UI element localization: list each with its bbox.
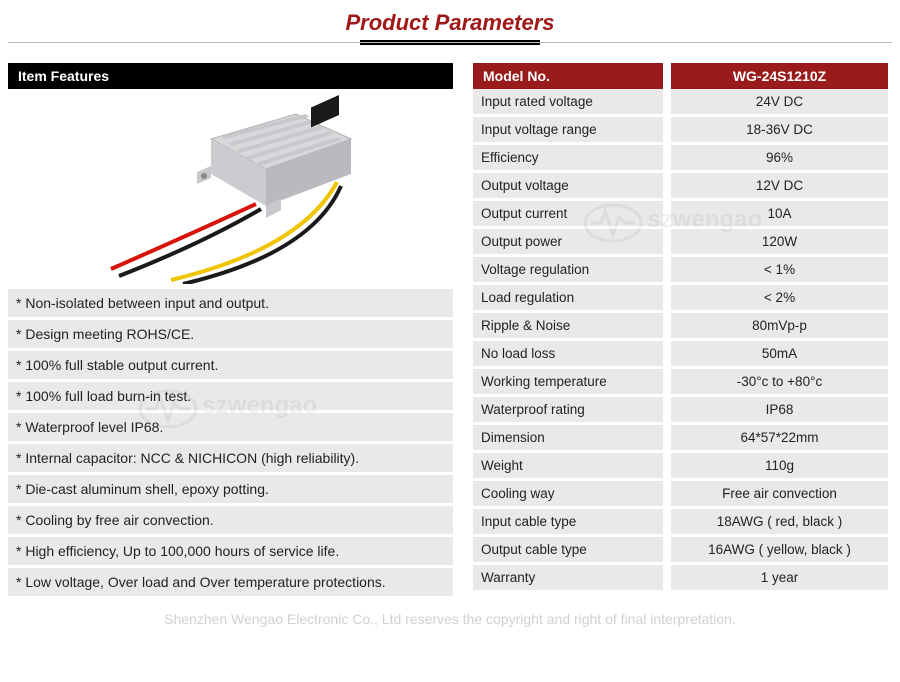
specs-column: szwengao Model No. Input rated voltage In… [473, 63, 888, 599]
spec-value: -30°c to +80°c [671, 369, 888, 394]
title-section: Product Parameters [8, 10, 892, 43]
page-root: Product Parameters Item Features [0, 10, 900, 627]
feature-row: * Non-isolated between input and output. [8, 289, 453, 317]
spec-value: IP68 [671, 397, 888, 422]
feature-row: * Internal capacitor: NCC & NICHICON (hi… [8, 444, 453, 472]
feature-row: * Design meeting ROHS/CE. [8, 320, 453, 348]
spec-value: 50mA [671, 341, 888, 366]
spec-label: Output cable type [473, 537, 663, 562]
feature-row: * Die-cast aluminum shell, epoxy potting… [8, 475, 453, 503]
spec-value: 110g [671, 453, 888, 478]
spec-label: Output voltage [473, 173, 663, 198]
spec-header-value: WG-24S1210Z [671, 63, 888, 89]
feature-row: * 100% full stable output current. [8, 351, 453, 379]
spec-value: < 1% [671, 257, 888, 282]
spec-labels-column: Model No. Input rated voltage Input volta… [473, 63, 663, 599]
features-header: Item Features [8, 63, 453, 89]
spec-label: Dimension [473, 425, 663, 450]
page-title: Product Parameters [345, 10, 554, 36]
spec-value: 64*57*22mm [671, 425, 888, 450]
spec-label: No load loss [473, 341, 663, 366]
title-hr [8, 42, 892, 43]
spec-value: 18AWG ( red, black ) [671, 509, 888, 534]
spec-value: Free air convection [671, 481, 888, 506]
spec-label: Weight [473, 453, 663, 478]
product-image [91, 94, 371, 284]
spec-value: 12V DC [671, 173, 888, 198]
spec-label: Input cable type [473, 509, 663, 534]
spec-label: Efficiency [473, 145, 663, 170]
spec-value: 24V DC [671, 89, 888, 114]
spec-label: Warranty [473, 565, 663, 590]
spec-header-label: Model No. [473, 63, 663, 89]
spec-label: Working temperature [473, 369, 663, 394]
spec-label: Voltage regulation [473, 257, 663, 282]
spec-label: Input voltage range [473, 117, 663, 142]
watermark-left: szwengao [138, 389, 317, 429]
feature-row: * High efficiency, Up to 100,000 hours o… [8, 537, 453, 565]
spec-value: 80mVp-p [671, 313, 888, 338]
spec-value: 1 year [671, 565, 888, 590]
footer-text: Shenzhen Wengao Electronic Co., Ltd rese… [8, 611, 892, 627]
spec-value: 96% [671, 145, 888, 170]
spec-label: Input rated voltage [473, 89, 663, 114]
spec-label: Load regulation [473, 285, 663, 310]
spec-label: Ripple & Noise [473, 313, 663, 338]
watermark-right: szwengao [583, 203, 762, 243]
content: Item Features [8, 63, 892, 599]
features-column: Item Features [8, 63, 453, 599]
spec-value: < 2% [671, 285, 888, 310]
product-image-box [8, 89, 453, 289]
spec-label: Cooling way [473, 481, 663, 506]
feature-row: * Low voltage, Over load and Over temper… [8, 568, 453, 596]
spec-value: 18-36V DC [671, 117, 888, 142]
spec-value: 16AWG ( yellow, black ) [671, 537, 888, 562]
feature-row: * Cooling by free air convection. [8, 506, 453, 534]
spec-label: Waterproof rating [473, 397, 663, 422]
features-list: szwengao * Non-isolated between input an… [8, 289, 453, 596]
spec-values-column: WG-24S1210Z 24V DC18-36V DC96%12V DC10A1… [671, 63, 888, 599]
